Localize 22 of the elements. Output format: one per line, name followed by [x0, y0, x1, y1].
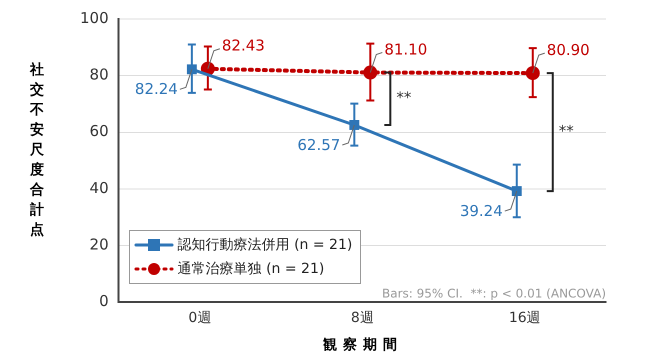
legend-label: 通常治療単独 (n = 21): [178, 260, 324, 278]
annotation: Bars: 95% CI. **: p < 0.01 (ANCOVA): [382, 286, 606, 300]
y-tick-label: 80: [90, 66, 109, 84]
data-label: 82.43: [222, 36, 265, 55]
annotation: **: [558, 122, 574, 140]
x-axis-title: 観察期間: [322, 336, 404, 354]
data-label: 81.10: [384, 40, 428, 58]
y-tick-label: 20: [90, 235, 109, 254]
data-label: 82.24: [134, 80, 178, 98]
legend-label: 認知行動療法併用 (n = 21): [178, 236, 352, 254]
y-tick-label: 40: [90, 178, 109, 197]
x-tick-label: 16週: [508, 310, 541, 326]
data-label: 80.90: [546, 40, 590, 59]
data-label: 39.24: [460, 202, 503, 220]
data-label: 62.57: [297, 136, 340, 154]
text: 社交不安尺度合計点: [30, 62, 44, 238]
annotation: **: [396, 88, 412, 107]
x-tick-label: 8週: [350, 310, 374, 326]
y-tick-label: 60: [90, 122, 109, 140]
y-tick-label: 100: [80, 8, 109, 27]
y-tick-label: 0: [99, 292, 109, 310]
x-tick-label: 0週: [188, 310, 212, 326]
